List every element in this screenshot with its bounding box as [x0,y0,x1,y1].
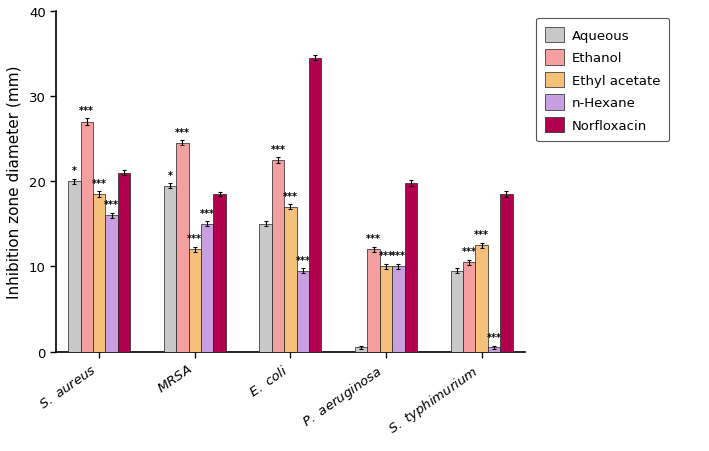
Bar [367,250,380,352]
Text: ***: *** [283,191,298,202]
Text: ***: *** [175,128,190,138]
Bar [355,348,367,352]
Bar [405,184,417,352]
Bar [81,122,93,352]
Bar [501,194,513,352]
Bar [392,267,405,352]
Text: *: * [72,166,77,176]
Bar [106,216,118,352]
Bar [68,182,81,352]
Text: ***: *** [104,200,119,210]
Text: ***: *** [474,230,489,239]
Text: ***: *** [486,332,501,342]
Bar [476,246,488,352]
Bar [488,348,501,352]
Text: ***: *** [200,208,215,218]
Bar [450,271,463,352]
Bar [213,194,226,352]
Text: ***: *** [79,106,94,115]
Text: ***: *** [366,234,381,244]
Text: ***: *** [187,234,202,244]
Y-axis label: Inhibition zone diameter (mm): Inhibition zone diameter (mm) [7,65,22,299]
Text: ***: *** [391,251,406,261]
Bar [93,194,106,352]
Bar [296,271,309,352]
Text: *: * [167,170,172,180]
Bar [164,186,176,352]
Bar [309,59,321,352]
Bar [284,207,296,352]
Text: ***: *** [91,179,106,189]
Bar [201,224,213,352]
Bar [118,173,130,352]
Text: ***: *** [379,251,393,261]
Bar [189,250,201,352]
Bar [380,267,392,352]
Legend: Aqueous, Ethanol, Ethyl acetate, n-Hexane, Norfloxacin: Aqueous, Ethanol, Ethyl acetate, n-Hexan… [536,18,669,142]
Bar [176,143,189,352]
Bar [272,161,284,352]
Text: ***: *** [296,255,311,265]
Bar [463,262,476,352]
Text: ***: *** [271,145,286,155]
Text: ***: *** [462,247,476,257]
Bar [259,224,272,352]
